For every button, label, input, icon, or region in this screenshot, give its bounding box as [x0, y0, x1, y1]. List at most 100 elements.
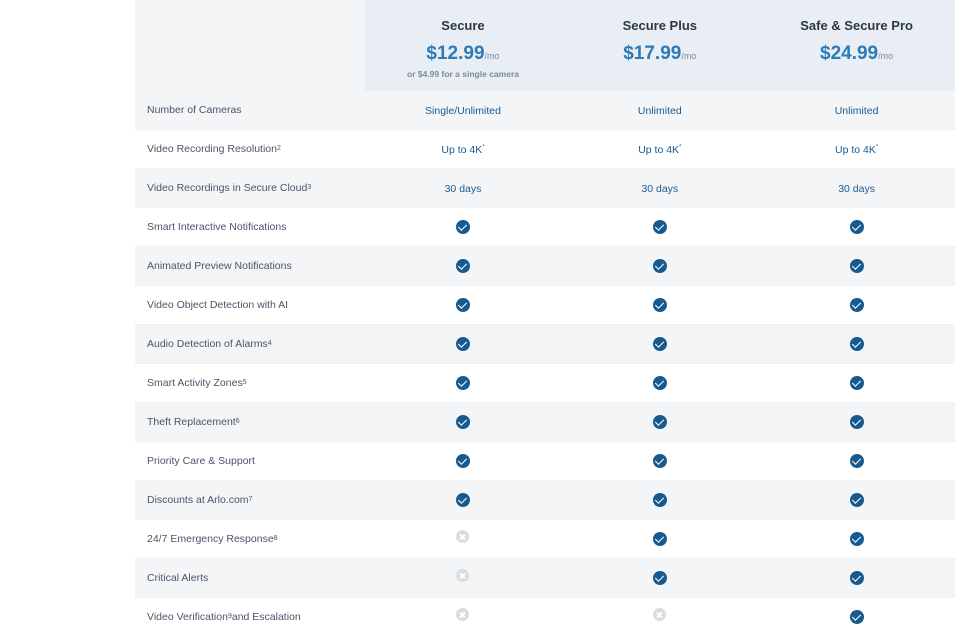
- check-icon: [653, 454, 667, 468]
- check-icon: [456, 376, 470, 390]
- value-cell: [365, 598, 562, 632]
- value-text: Unlimited: [638, 105, 682, 117]
- plan-name: Secure Plus: [569, 18, 750, 33]
- plan-name: Secure: [373, 18, 554, 33]
- value-cell: [365, 247, 562, 286]
- value-text: Unlimited: [835, 105, 879, 117]
- value-cell: [758, 325, 955, 364]
- check-icon: [456, 298, 470, 312]
- value-cell: [365, 403, 562, 442]
- check-icon: [850, 298, 864, 312]
- x-icon: [653, 608, 666, 621]
- value-cell: 30 days: [365, 169, 562, 208]
- value-cell: Up to 4K*: [758, 130, 955, 169]
- value-cell: [365, 286, 562, 325]
- value-cell: [758, 286, 955, 325]
- value-sup: *: [876, 145, 878, 151]
- plan-header-secure-plus: Secure Plus $17.99/mo: [561, 0, 758, 91]
- feature-header-blank: [135, 0, 365, 91]
- feature-label: Discounts at Arlo.com7: [135, 481, 365, 520]
- check-icon: [850, 259, 864, 273]
- table-row: Video Recordings in Secure Cloud330 days…: [135, 169, 955, 208]
- value-cell: 30 days: [561, 169, 758, 208]
- feature-label: Video Recordings in Secure Cloud3: [135, 169, 365, 208]
- feature-label: Critical Alerts: [135, 559, 365, 598]
- feature-label: 24/7 Emergency Response8: [135, 520, 365, 559]
- feature-label: Video Object Detection with AI: [135, 286, 365, 325]
- feature-label: Audio Detection of Alarms4: [135, 325, 365, 364]
- value-cell: [365, 520, 562, 559]
- check-icon: [850, 493, 864, 507]
- table-body: Number of CamerasSingle/UnlimitedUnlimit…: [135, 91, 955, 632]
- value-text: Up to 4K*: [638, 144, 681, 156]
- plan-price: $12.99: [426, 43, 484, 65]
- value-cell: [561, 364, 758, 403]
- feature-label: Smart Activity Zones5: [135, 364, 365, 403]
- feature-label-text: Priority Care & Support: [147, 455, 255, 467]
- value-cell: [561, 559, 758, 598]
- value-cell: [758, 403, 955, 442]
- value-cell: [561, 403, 758, 442]
- value-sup: *: [679, 145, 681, 151]
- table-row: Smart Interactive Notifications: [135, 208, 955, 247]
- feature-label: Smart Interactive Notifications: [135, 208, 365, 247]
- check-icon: [850, 376, 864, 390]
- plan-price: $17.99: [623, 43, 681, 65]
- x-icon: [456, 608, 469, 621]
- value-cell: [561, 520, 758, 559]
- plan-header-row: Secure $12.99/mo or $4.99 for a single c…: [135, 0, 955, 91]
- value-cell: [758, 520, 955, 559]
- plan-price-suffix: /mo: [485, 51, 500, 61]
- value-text: 30 days: [641, 183, 678, 195]
- value-cell: [561, 286, 758, 325]
- check-icon: [456, 337, 470, 351]
- feature-label: Video Verification9 and Escalation: [135, 598, 365, 632]
- feature-label-text-after: and Escalation: [232, 611, 301, 623]
- feature-label: Number of Cameras: [135, 91, 365, 130]
- check-icon: [653, 493, 667, 507]
- feature-label-text: Smart Interactive Notifications: [147, 221, 286, 233]
- value-cell: Up to 4K*: [365, 130, 562, 169]
- feature-label-text: Smart Activity Zones: [147, 377, 243, 389]
- table-row: Critical Alerts: [135, 559, 955, 598]
- value-cell: [365, 208, 562, 247]
- value-cell: [758, 598, 955, 632]
- table-row: Smart Activity Zones5: [135, 364, 955, 403]
- value-cell: [758, 442, 955, 481]
- x-icon: [456, 530, 469, 543]
- value-cell: [561, 325, 758, 364]
- value-cell: [758, 247, 955, 286]
- check-icon: [653, 220, 667, 234]
- table-row: 24/7 Emergency Response8: [135, 520, 955, 559]
- check-icon: [850, 610, 864, 624]
- check-icon: [850, 415, 864, 429]
- check-icon: [653, 337, 667, 351]
- check-icon: [850, 454, 864, 468]
- value-cell: Unlimited: [758, 91, 955, 130]
- value-cell: [365, 481, 562, 520]
- feature-label: Theft Replacement6: [135, 403, 365, 442]
- check-icon: [850, 337, 864, 351]
- plan-price-suffix: /mo: [878, 51, 893, 61]
- check-icon: [456, 454, 470, 468]
- check-icon: [850, 532, 864, 546]
- table-row: Number of CamerasSingle/UnlimitedUnlimit…: [135, 91, 955, 130]
- plan-header-secure: Secure $12.99/mo or $4.99 for a single c…: [365, 0, 562, 91]
- feature-label-text: Discounts at Arlo.com: [147, 494, 249, 506]
- value-cell: Unlimited: [561, 91, 758, 130]
- pricing-comparison-table: Secure $12.99/mo or $4.99 for a single c…: [135, 0, 955, 632]
- value-cell: [561, 247, 758, 286]
- value-cell: [561, 442, 758, 481]
- table-row: Video Recording Resolution2Up to 4K*Up t…: [135, 130, 955, 169]
- value-cell: Up to 4K*: [561, 130, 758, 169]
- feature-label: Animated Preview Notifications: [135, 247, 365, 286]
- feature-label-text: Animated Preview Notifications: [147, 260, 292, 272]
- plan-price-wrap: $17.99/mo: [569, 43, 750, 65]
- check-icon: [850, 220, 864, 234]
- table-row: Priority Care & Support: [135, 442, 955, 481]
- feature-label: Priority Care & Support: [135, 442, 365, 481]
- check-icon: [653, 298, 667, 312]
- feature-label-text: Video Object Detection with AI: [147, 299, 288, 311]
- feature-label: Video Recording Resolution2: [135, 130, 365, 169]
- feature-label-text: Video Recording Resolution: [147, 143, 277, 155]
